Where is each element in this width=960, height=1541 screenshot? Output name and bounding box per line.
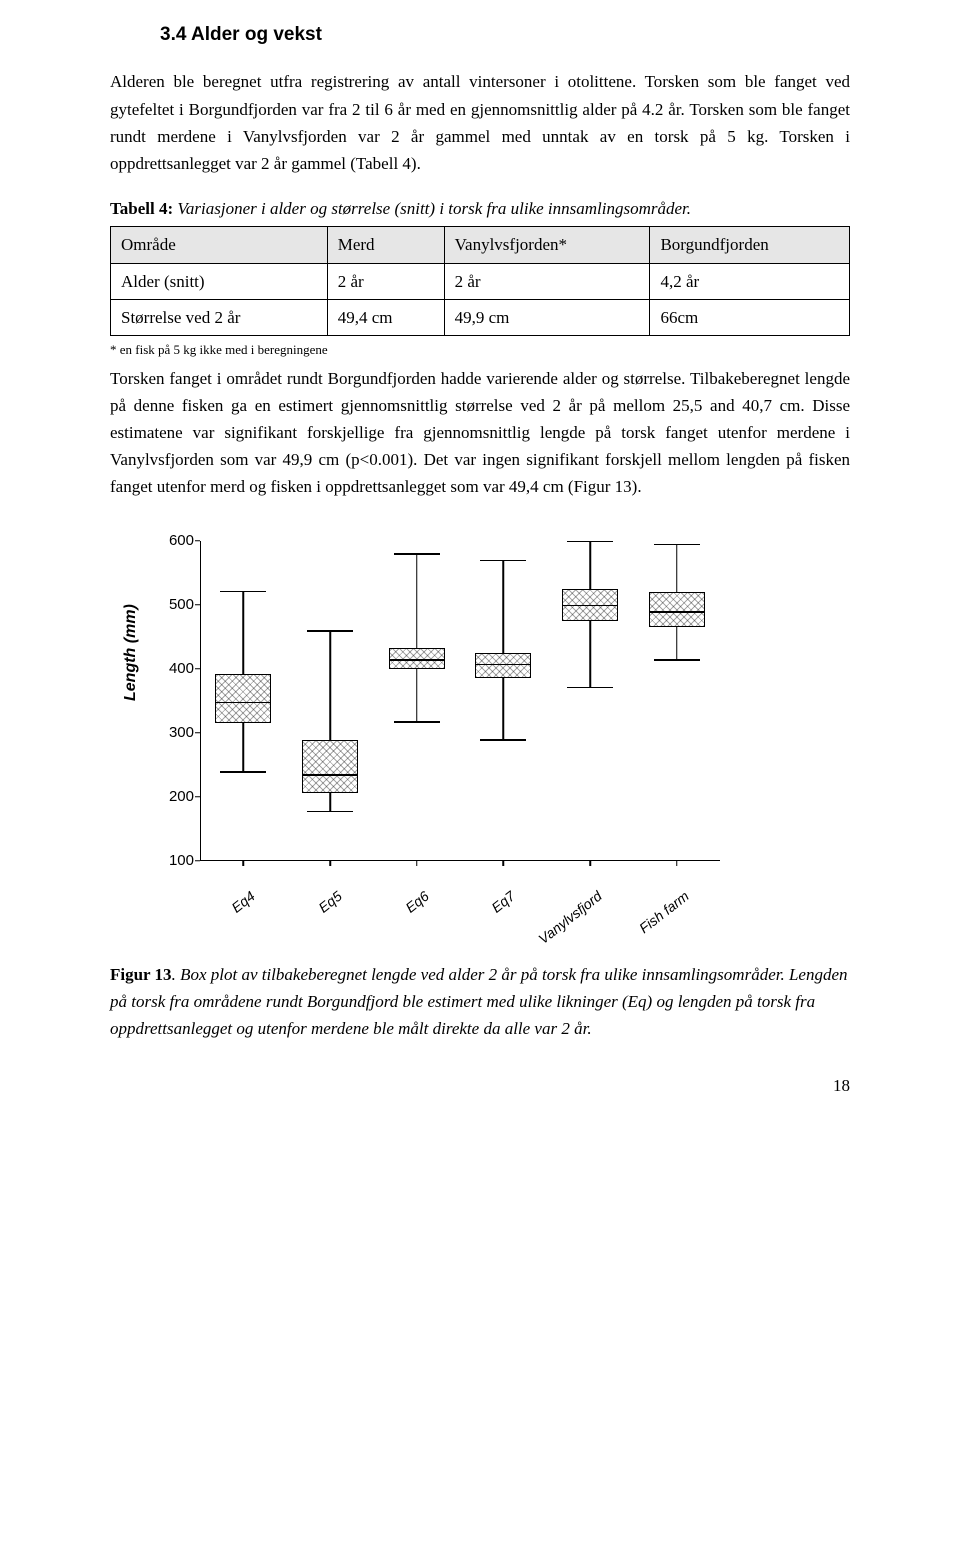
table-cell: 49,9 cm <box>444 299 650 335</box>
table-row: Alder (snitt) 2 år 2 år 4,2 år <box>111 263 850 299</box>
x-tick-mark <box>503 861 505 866</box>
figure-caption: Figur 13. Box plot av tilbakeberegnet le… <box>110 961 850 1043</box>
x-tick-mark <box>676 861 678 866</box>
figure-caption-bold: Figur 13 <box>110 965 172 984</box>
table-caption-bold: Tabell 4: <box>110 199 173 218</box>
table-cell: 2 år <box>327 263 444 299</box>
x-tick-label: Vanylvsfjord <box>530 885 607 952</box>
y-tick-label: 500 <box>150 593 194 617</box>
page-number: 18 <box>110 1072 850 1099</box>
paragraph-2: Torsken fanget i området rundt Borgundfj… <box>110 365 850 501</box>
table-row: Størrelse ved 2 år 49,4 cm 49,9 cm 66cm <box>111 299 850 335</box>
section-title: 3.4 Alder og vekst <box>160 20 850 50</box>
table-caption: Tabell 4: Variasjoner i alder og størrel… <box>110 195 850 222</box>
table-cell: 2 år <box>444 263 650 299</box>
table-header-cell: Område <box>111 227 328 263</box>
table-header-row: Område Merd Vanylvsfjorden* Borgundfjord… <box>111 227 850 263</box>
y-tick-mark <box>195 604 200 606</box>
table-cell: Alder (snitt) <box>111 263 328 299</box>
y-tick-label: 400 <box>150 657 194 681</box>
data-table: Område Merd Vanylvsfjorden* Borgundfjord… <box>110 226 850 336</box>
plot-area <box>200 541 720 861</box>
figure-caption-italic: . Box plot av tilbakeberegnet lengde ved… <box>110 965 848 1038</box>
x-tick-label: Eq4 <box>183 885 260 952</box>
y-tick-mark <box>195 668 200 670</box>
table-caption-italic: Variasjoner i alder og størrelse (snitt)… <box>173 199 691 218</box>
y-tick-mark <box>195 860 200 862</box>
y-tick-label: 600 <box>150 529 194 553</box>
table-cell: 49,4 cm <box>327 299 444 335</box>
x-tick-label: Eq5 <box>270 885 347 952</box>
x-tick-label: Fish farm <box>617 885 694 952</box>
table-cell: Størrelse ved 2 år <box>111 299 328 335</box>
y-tick-label: 300 <box>150 721 194 745</box>
y-tick-label: 200 <box>150 785 194 809</box>
x-tick-mark <box>416 861 418 866</box>
x-tick-label: Eq6 <box>357 885 434 952</box>
paragraph-1: Alderen ble beregnet utfra registrering … <box>110 68 850 177</box>
y-tick-mark <box>195 796 200 798</box>
x-tick-label: Eq7 <box>443 885 520 952</box>
y-tick-label: 100 <box>150 849 194 873</box>
table-header-cell: Borgundfjorden <box>650 227 850 263</box>
y-tick-mark <box>195 732 200 734</box>
x-tick-mark <box>243 861 245 866</box>
table-cell: 4,2 år <box>650 263 850 299</box>
y-axis-label: Length (mm) <box>118 604 144 701</box>
y-tick-mark <box>195 540 200 542</box>
table-header-cell: Vanylvsfjorden* <box>444 227 650 263</box>
boxplot-chart: Length (mm) 100 200 300 400 500 600 Eq4Eq5Eq6E… <box>110 531 750 951</box>
table-footnote: * en fisk på 5 kg ikke med i beregningen… <box>110 340 850 361</box>
table-header-cell: Merd <box>327 227 444 263</box>
x-tick-mark <box>329 861 331 866</box>
x-tick-mark <box>589 861 591 866</box>
table-cell: 66cm <box>650 299 850 335</box>
